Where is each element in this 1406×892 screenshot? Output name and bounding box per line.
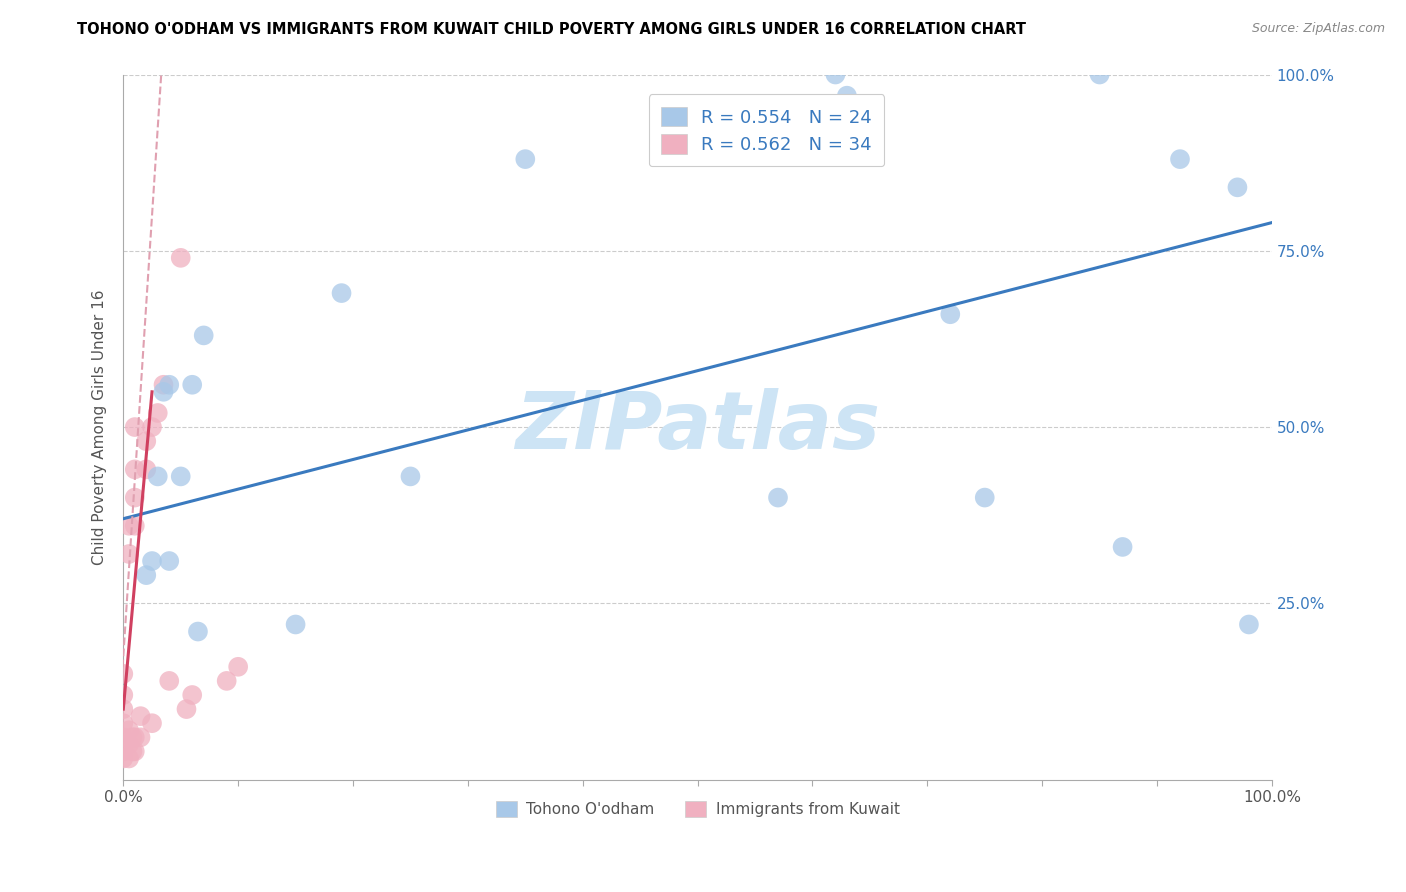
Point bbox=[112, 702, 135, 716]
Point bbox=[124, 491, 146, 505]
Point bbox=[112, 666, 135, 681]
Point bbox=[187, 624, 209, 639]
Point bbox=[170, 251, 193, 265]
Text: ZIPatlas: ZIPatlas bbox=[515, 388, 880, 466]
Point bbox=[124, 731, 146, 745]
Point bbox=[118, 547, 141, 561]
Point bbox=[399, 469, 422, 483]
Point bbox=[193, 328, 215, 343]
Point bbox=[1237, 617, 1260, 632]
Point bbox=[112, 716, 135, 731]
Point bbox=[146, 406, 169, 420]
Point bbox=[226, 660, 249, 674]
Point bbox=[112, 751, 135, 765]
Point bbox=[118, 751, 141, 765]
Text: TOHONO O'ODHAM VS IMMIGRANTS FROM KUWAIT CHILD POVERTY AMONG GIRLS UNDER 16 CORR: TOHONO O'ODHAM VS IMMIGRANTS FROM KUWAIT… bbox=[77, 22, 1026, 37]
Point bbox=[176, 702, 198, 716]
Point bbox=[284, 617, 307, 632]
Point bbox=[146, 469, 169, 483]
Point bbox=[1168, 152, 1191, 166]
Point bbox=[135, 462, 157, 476]
Point bbox=[118, 518, 141, 533]
Text: Source: ZipAtlas.com: Source: ZipAtlas.com bbox=[1251, 22, 1385, 36]
Point bbox=[824, 68, 846, 82]
Point bbox=[215, 673, 238, 688]
Point bbox=[112, 744, 135, 758]
Point bbox=[118, 737, 141, 751]
Y-axis label: Child Poverty Among Girls Under 16: Child Poverty Among Girls Under 16 bbox=[93, 289, 107, 565]
Point bbox=[330, 286, 353, 301]
Point bbox=[1226, 180, 1249, 194]
Point bbox=[141, 420, 163, 434]
Point bbox=[181, 688, 204, 702]
Point bbox=[157, 554, 180, 568]
Point bbox=[152, 384, 174, 399]
Point bbox=[157, 377, 180, 392]
Point bbox=[124, 462, 146, 476]
Point bbox=[129, 731, 152, 745]
Point bbox=[1088, 68, 1111, 82]
Point bbox=[766, 491, 789, 505]
Point bbox=[121, 744, 143, 758]
Point bbox=[835, 88, 858, 103]
Point bbox=[939, 307, 962, 321]
Point bbox=[973, 491, 995, 505]
Point bbox=[141, 716, 163, 731]
Point bbox=[112, 688, 135, 702]
Point bbox=[121, 731, 143, 745]
Point bbox=[118, 723, 141, 738]
Point bbox=[135, 434, 157, 449]
Point bbox=[124, 420, 146, 434]
Point bbox=[141, 554, 163, 568]
Point bbox=[112, 731, 135, 745]
Point bbox=[124, 744, 146, 758]
Point bbox=[515, 152, 537, 166]
Point bbox=[1111, 540, 1133, 554]
Point bbox=[129, 709, 152, 723]
Point bbox=[181, 377, 204, 392]
Point bbox=[124, 518, 146, 533]
Point bbox=[152, 377, 174, 392]
Legend: Tohono O'odham, Immigrants from Kuwait: Tohono O'odham, Immigrants from Kuwait bbox=[488, 794, 907, 825]
Point bbox=[157, 673, 180, 688]
Point bbox=[170, 469, 193, 483]
Point bbox=[135, 568, 157, 582]
